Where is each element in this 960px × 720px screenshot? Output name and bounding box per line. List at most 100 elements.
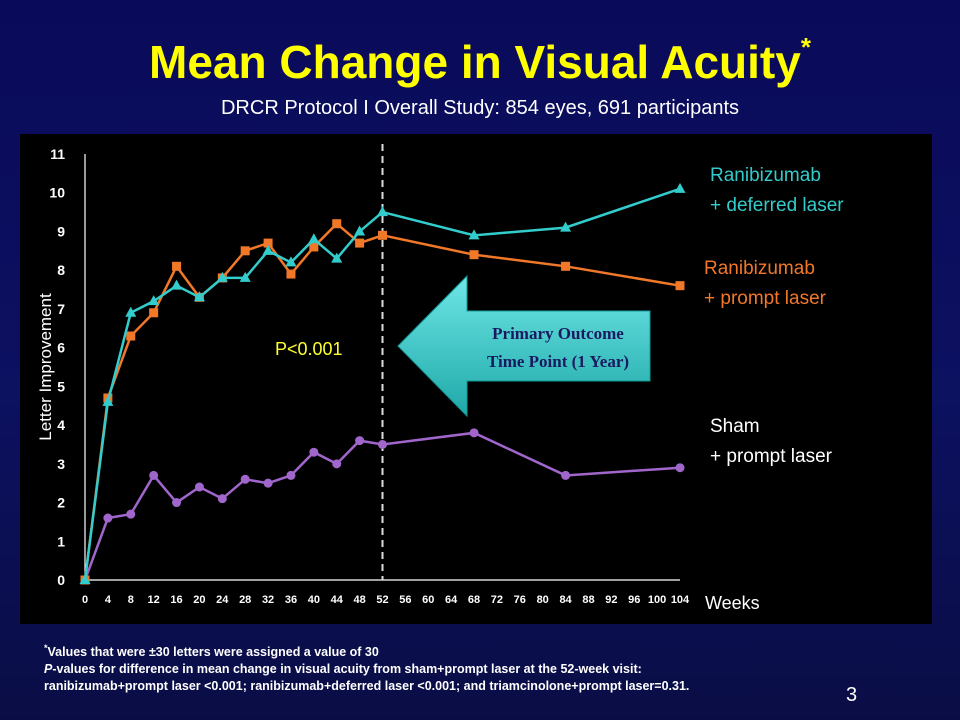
x-tick-label: 16 xyxy=(170,594,182,606)
data-point-triangle xyxy=(285,256,297,267)
chart-panel: 0 1 2 3 4 5 6 7 8 9 10 11 0 4 8 12 16 20 24 28 32 36 40 44 48 52 5… xyxy=(20,134,932,624)
x-tick-label: 0 xyxy=(82,594,88,606)
x-tick-label: 28 xyxy=(239,594,251,606)
data-point-circle xyxy=(126,509,136,519)
x-tick-label: 96 xyxy=(628,594,640,606)
data-point-triangle xyxy=(354,225,366,236)
series-label-line-1: Ranibizumab xyxy=(704,258,815,279)
x-tick-label: 40 xyxy=(308,594,320,606)
x-tick-label: 72 xyxy=(491,594,503,606)
x-tick-label: 88 xyxy=(582,594,594,606)
x-tick-label: 4 xyxy=(105,594,112,606)
y-tick-label: 0 xyxy=(57,572,65,588)
callout-line-2: Time Point (1 Year) xyxy=(487,352,629,371)
slide-title-text: Mean Change in Visual Acuity xyxy=(149,36,801,88)
data-point-triangle xyxy=(262,244,274,255)
y-tick-label: 4 xyxy=(57,417,65,433)
x-tick-label: 76 xyxy=(514,594,526,606)
x-tick-label: 84 xyxy=(559,594,572,606)
x-tick-label: 60 xyxy=(422,594,434,606)
x-tick-label: 52 xyxy=(376,594,388,606)
slide-subtitle: DRCR Protocol I Overall Study: 854 eyes,… xyxy=(220,97,740,119)
data-point-circle xyxy=(194,482,204,492)
x-tick-label: 80 xyxy=(537,594,549,606)
y-tick-label: 6 xyxy=(57,340,65,356)
data-point-triangle xyxy=(674,182,686,193)
y-tick-label: 5 xyxy=(57,378,65,394)
data-point-triangle xyxy=(377,206,388,217)
slide-title: Mean Change in Visual Acuity* xyxy=(0,32,960,89)
data-point-triangle xyxy=(79,574,91,584)
data-point-square xyxy=(332,219,342,229)
data-point-triangle xyxy=(331,252,343,263)
data-point-circle xyxy=(675,463,685,473)
p-value-annotation: P<0.001 xyxy=(275,339,343,359)
data-point-triangle xyxy=(193,291,205,302)
data-point-square xyxy=(309,242,319,252)
data-point-triangle xyxy=(308,233,320,244)
data-point-square xyxy=(378,230,387,240)
footnote-line-1: *Values that were ±30 letters were assig… xyxy=(44,640,944,661)
data-point-circle xyxy=(286,470,296,480)
x-tick-label: 56 xyxy=(399,594,411,606)
series-label-line-1: Sham xyxy=(710,416,760,437)
data-point-square xyxy=(561,261,571,271)
footnote-line-2-text: -values for difference in mean change in… xyxy=(52,662,642,677)
data-point-square xyxy=(149,308,159,318)
data-point-circle xyxy=(332,459,342,469)
page-number: 3 xyxy=(846,684,858,706)
y-tick-label: 11 xyxy=(50,146,65,162)
data-point-triangle xyxy=(125,306,137,317)
callout-line-1: Primary Outcome xyxy=(492,324,624,343)
data-point-circle xyxy=(172,498,182,508)
data-point-triangle xyxy=(560,221,572,232)
x-tick-label: 48 xyxy=(353,594,365,606)
x-tick-label: 12 xyxy=(148,594,160,606)
y-tick-label: 10 xyxy=(49,185,65,201)
data-point-triangle xyxy=(216,271,228,282)
y-tick-label: 9 xyxy=(57,223,65,239)
data-point-square xyxy=(286,269,296,279)
x-tick-label: 64 xyxy=(445,594,458,606)
x-tick-label: 32 xyxy=(262,594,274,606)
series-label-line-2: + deferred laser xyxy=(710,195,844,216)
data-point-square xyxy=(240,246,250,256)
data-point-circle xyxy=(263,478,273,488)
data-point-triangle xyxy=(102,395,114,406)
title-footnote-marker: * xyxy=(800,32,811,62)
y-tick-label: 2 xyxy=(57,495,65,511)
x-tick-label: 104 xyxy=(671,594,690,606)
data-point-circle xyxy=(217,494,227,504)
footnote-p-italic: P xyxy=(44,662,53,677)
y-tick-label: 7 xyxy=(57,301,65,317)
series-label-line-2: + prompt laser xyxy=(704,288,827,309)
callout-arrow-shape xyxy=(397,274,651,418)
data-point-square xyxy=(469,250,479,260)
x-tick-label: 92 xyxy=(605,594,617,606)
x-tick-label: 8 xyxy=(128,594,134,606)
footnote: *Values that were ±30 letters were assig… xyxy=(44,640,944,695)
footnote-line-1-text: Values that were ±30 letters were assign… xyxy=(47,645,379,660)
data-point-circle xyxy=(469,428,479,438)
data-point-circle xyxy=(149,470,159,480)
data-point-square xyxy=(172,261,182,271)
data-point-square xyxy=(675,281,685,291)
data-point-circle xyxy=(378,439,387,449)
x-axis-title: Weeks xyxy=(705,593,760,613)
y-tick-label: 3 xyxy=(57,456,65,472)
data-point-circle xyxy=(240,474,250,484)
x-tick-label: 68 xyxy=(468,594,480,606)
data-point-square xyxy=(263,238,273,248)
series-label-line-2: + prompt laser xyxy=(710,446,833,467)
y-tick-label: 8 xyxy=(57,262,65,278)
x-tick-label: 36 xyxy=(285,594,297,606)
x-tick-label: 44 xyxy=(331,594,344,606)
data-point-square xyxy=(355,238,365,248)
data-point-square xyxy=(126,331,136,341)
data-point-circle xyxy=(355,436,365,446)
data-point-circle xyxy=(309,447,319,457)
footnote-marker: * xyxy=(44,643,48,653)
data-point-circle xyxy=(103,513,113,523)
data-point-triangle xyxy=(148,295,160,306)
